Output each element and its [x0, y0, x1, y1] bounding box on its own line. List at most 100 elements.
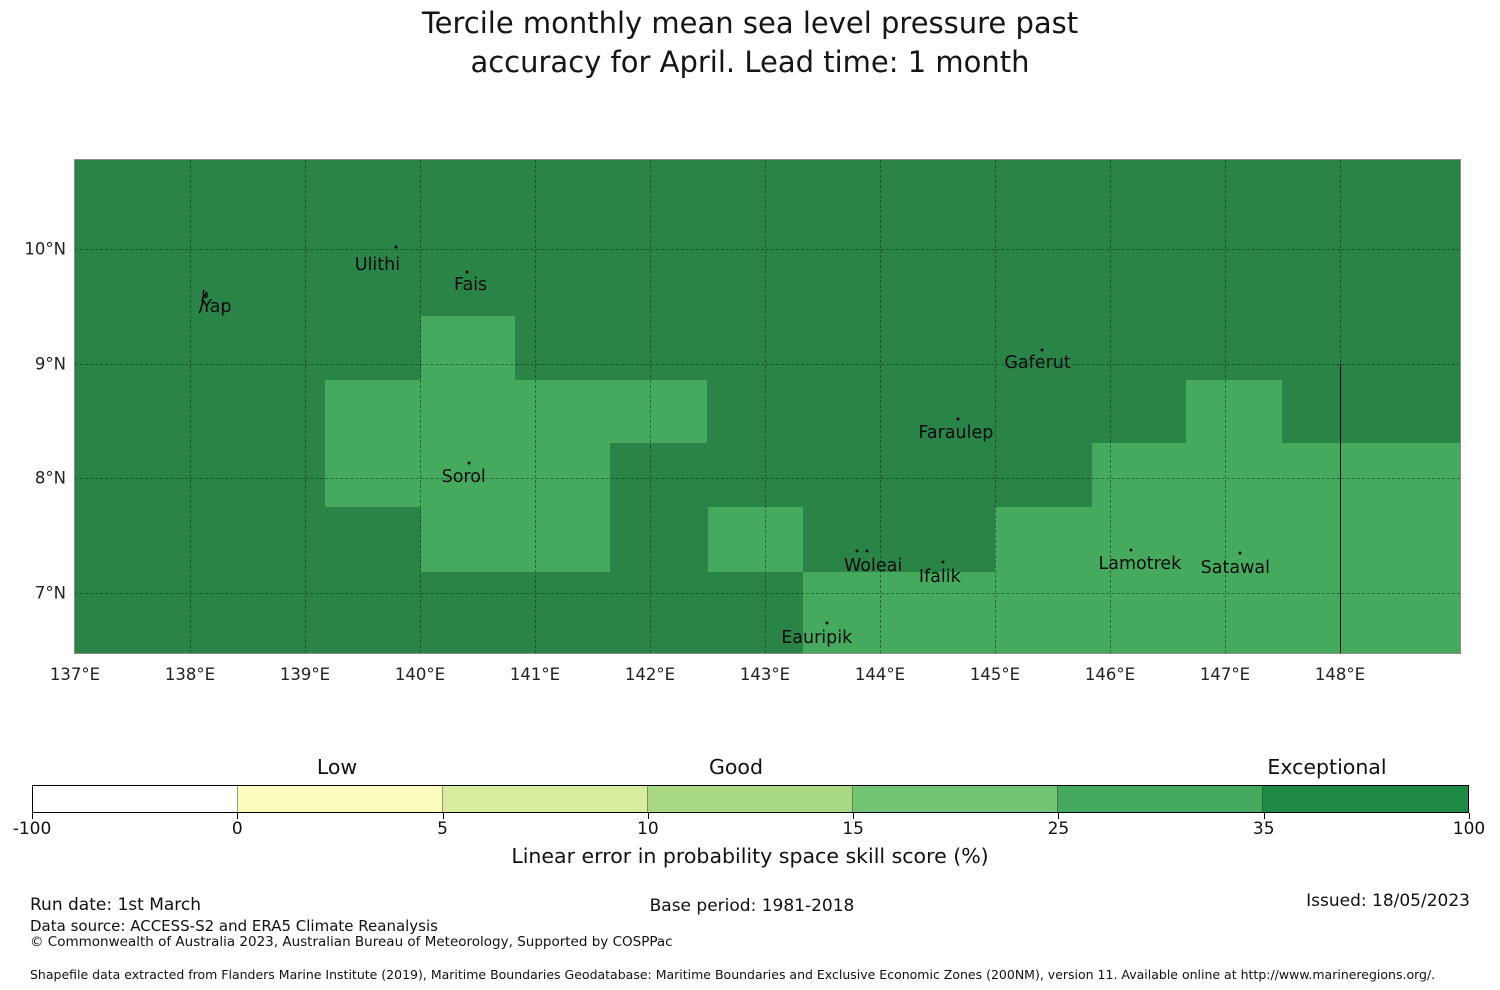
colorbar-segment [33, 786, 238, 812]
copyright-text: © Commonwealth of Australia 2023, Austra… [30, 934, 673, 950]
colorbar-tick [1058, 813, 1060, 819]
x-tick-label: 147°E [1199, 665, 1251, 684]
y-tick-label: 9°N [34, 354, 66, 374]
x-tick-label: 139°E [279, 665, 331, 684]
colorbar-segment [238, 786, 443, 812]
skill-patch-25-35 [707, 507, 803, 573]
colorbar-segment [443, 786, 648, 812]
skill-patch-25-35 [802, 572, 995, 653]
skill-patch-25-35 [421, 442, 610, 573]
colorbar-segment [648, 786, 853, 812]
colorbar-segment [1263, 786, 1468, 812]
y-tick-label: 7°N [34, 583, 66, 603]
island-marker [825, 621, 829, 625]
figure-title: Tercile monthly mean sea level pressure … [0, 4, 1500, 82]
x-tick-label: 144°E [854, 665, 906, 684]
colorbar-axis-label: Linear error in probability space skill … [511, 844, 989, 868]
latitude-gridline [75, 478, 1460, 480]
data-source-text: Data source: ACCESS-S2 and ERA5 Climate … [30, 917, 438, 935]
latitude-gridline [75, 593, 1460, 595]
colorbar [32, 785, 1469, 813]
island-glyph-yap [195, 289, 213, 319]
x-tick-label: 137°E [49, 665, 101, 684]
island-label: Woleai [843, 555, 903, 576]
colorbar-category-label: Good [709, 755, 763, 779]
longitude-gridline [880, 160, 881, 653]
longitude-gridline [535, 160, 536, 653]
colorbar-segment [853, 786, 1058, 812]
colorbar-tick-label: 25 [1047, 819, 1070, 839]
island-label: Sorol [441, 467, 486, 488]
latitude-gridline [75, 249, 1460, 250]
colorbar-tick-label: 10 [637, 819, 659, 839]
x-tick-label: 141°E [509, 665, 561, 684]
shapefile-note-text: Shapefile data extracted from Flanders M… [30, 967, 1436, 982]
island-marker [1238, 551, 1242, 555]
island-label: Faraulep [918, 422, 994, 443]
colorbar-tick [1263, 813, 1265, 819]
colorbar-tick [647, 813, 649, 819]
latitude-gridline [75, 363, 1460, 365]
skill-patch-25-35 [995, 507, 1092, 653]
island-marker [467, 461, 471, 465]
y-tick-label: 8°N [34, 468, 66, 488]
colorbar-tick-label: 0 [231, 819, 243, 839]
island-marker [465, 270, 469, 274]
colorbar-segment [1058, 786, 1263, 812]
x-tick-label: 145°E [969, 665, 1021, 684]
island-marker [855, 549, 859, 553]
island-label: Lamotrek [1098, 554, 1182, 575]
longitude-gridline [995, 160, 996, 653]
x-tick-label: 142°E [624, 665, 676, 684]
island-label: Yap [201, 297, 232, 318]
colorbar-tick-label: 100 [1452, 819, 1486, 839]
island-label: Ulithi [354, 255, 401, 276]
colorbar-tick [1469, 813, 1470, 819]
island-marker [865, 549, 869, 553]
island-label: Gaferut [1004, 352, 1071, 373]
island-label: Fais [454, 274, 488, 295]
colorbar-tick [853, 813, 855, 819]
colorbar-category-label: Low [316, 755, 358, 779]
issued-date-text: Issued: 18/05/2023 [1306, 891, 1470, 911]
colorbar-tick-label: 15 [842, 819, 864, 839]
island-marker [941, 560, 945, 564]
longitude-gridline [650, 160, 651, 653]
island-marker [394, 245, 398, 249]
x-tick-label: 146°E [1084, 665, 1136, 684]
island-marker [956, 417, 960, 421]
skill-patch-25-35 [1091, 442, 1460, 653]
x-tick-label: 140°E [394, 665, 446, 684]
x-tick-label: 143°E [739, 665, 791, 684]
skill-patch-25-35 [1185, 379, 1283, 443]
map-canvas: Yap Ulithi Fais Sorol Gaferut Faraulep Woleai I… [74, 159, 1461, 654]
island-label: Ifalik [918, 567, 961, 588]
island-label: Satawal [1200, 557, 1271, 578]
colorbar-tick [237, 813, 239, 819]
x-tick-label: 138°E [164, 665, 216, 684]
colorbar-tick-label: 35 [1252, 819, 1275, 839]
x-tick-label: 148°E [1314, 665, 1366, 684]
longitude-gridline [305, 160, 306, 653]
island-label: Eauripik [781, 627, 853, 648]
y-tick-label: 10°N [24, 239, 66, 259]
run-date-text: Run date: 1st March [30, 895, 202, 915]
longitude-gridline [765, 160, 766, 653]
longitude-gridline [190, 160, 191, 653]
colorbar-tick [32, 813, 33, 819]
skill-patch-25-35 [421, 315, 516, 380]
colorbar-tick [442, 813, 444, 819]
skill-patch-25-35 [324, 379, 708, 443]
colorbar-category-label: Exceptional [1267, 755, 1387, 779]
eez-boundary-line [1340, 363, 1341, 653]
skill-patch-25-35 [324, 442, 422, 508]
island-marker [1040, 348, 1044, 352]
title-line-2: accuracy for April. Lead time: 1 month [470, 45, 1030, 79]
colorbar-tick-label: 5 [437, 819, 448, 839]
longitude-gridline [1225, 160, 1226, 653]
colorbar-tick-label: -100 [12, 819, 52, 839]
title-line-1: Tercile monthly mean sea level pressure … [421, 6, 1079, 40]
island-marker [1129, 548, 1133, 551]
base-period-text: Base period: 1981-2018 [649, 896, 855, 916]
